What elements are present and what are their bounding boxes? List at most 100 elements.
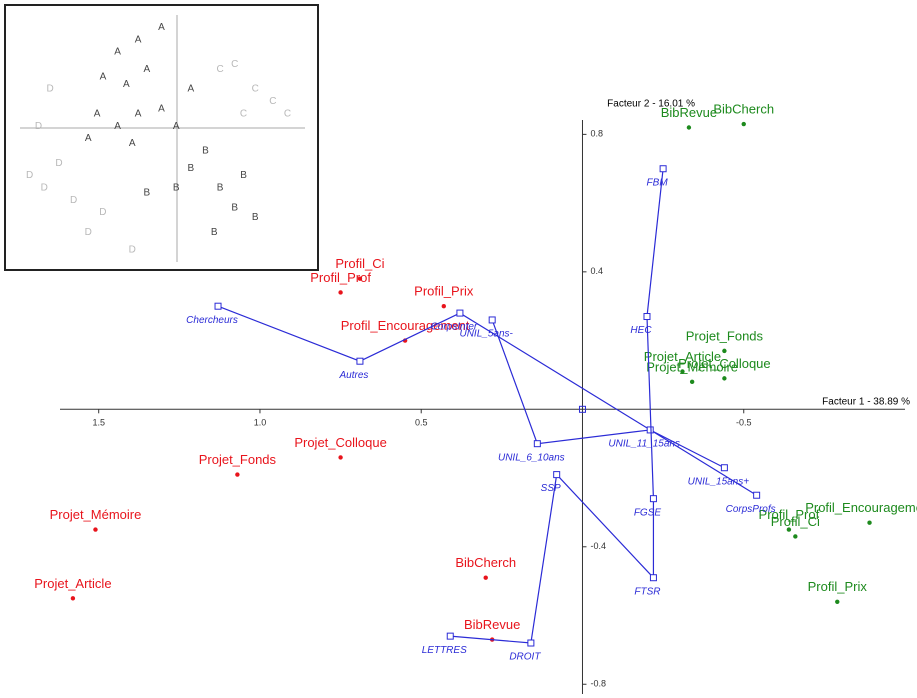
marker bbox=[786, 527, 792, 532]
marker bbox=[356, 357, 364, 365]
x-axis-label: Facteur 1 - 38.89 % bbox=[822, 397, 910, 408]
point-label: BibCherch bbox=[713, 101, 774, 116]
marker bbox=[338, 455, 343, 460]
inset-point: D bbox=[129, 244, 136, 255]
y-tick-label: 0.8 bbox=[590, 129, 603, 139]
marker bbox=[720, 464, 728, 472]
point-label: Projet_Article bbox=[34, 576, 111, 591]
inset-point: B bbox=[252, 212, 259, 223]
x-tick-label: 0.5 bbox=[415, 418, 428, 428]
point-label: Projet_Article bbox=[644, 349, 721, 364]
point-label: FGSE bbox=[634, 507, 662, 518]
marker bbox=[649, 495, 657, 503]
inset-point: D bbox=[47, 84, 54, 95]
marker bbox=[93, 527, 98, 532]
inset-point: B bbox=[173, 183, 180, 194]
point-label: SSP bbox=[541, 483, 561, 494]
inset-point: D bbox=[55, 158, 62, 169]
point-label: Profil_Prof bbox=[310, 270, 371, 285]
point-label: FTSR bbox=[634, 586, 660, 597]
inset-point: A bbox=[173, 121, 180, 132]
inset-point: A bbox=[94, 108, 101, 119]
marker bbox=[722, 376, 727, 381]
marker bbox=[741, 121, 746, 127]
x-tick-label: -0.5 bbox=[736, 418, 752, 428]
inset-point: B bbox=[240, 170, 247, 181]
inset-point: B bbox=[231, 202, 238, 213]
marker bbox=[446, 632, 454, 640]
inset-point: A bbox=[123, 79, 130, 90]
inset-point: A bbox=[135, 34, 142, 45]
point-label: Projet_Fonds bbox=[686, 328, 764, 343]
connector-line bbox=[450, 168, 664, 644]
inset-point: A bbox=[129, 138, 136, 149]
marker bbox=[643, 313, 651, 321]
point-label: UNIL_11_15ans bbox=[608, 439, 680, 450]
point-label: UNIL_5ans- bbox=[459, 329, 513, 340]
marker bbox=[235, 472, 240, 477]
point-label: Profil_Prof bbox=[759, 507, 820, 522]
point-label: CorpsProfs bbox=[726, 504, 776, 515]
inset-point: C bbox=[231, 59, 238, 70]
y-tick-label: 0.4 bbox=[590, 266, 603, 276]
marker bbox=[867, 520, 872, 525]
connector-line bbox=[217, 305, 757, 496]
marker bbox=[686, 125, 692, 130]
point-label: LETTRES bbox=[422, 645, 467, 656]
point-label: Profil_Prix bbox=[414, 284, 474, 299]
point-label: Profil_Encouragement bbox=[341, 318, 470, 333]
inset-point: A bbox=[114, 47, 121, 58]
marker bbox=[70, 596, 76, 601]
inset-point: A bbox=[114, 121, 121, 132]
marker bbox=[659, 165, 667, 173]
point-label: Projet_Colloque bbox=[294, 435, 387, 450]
point-label: Autres bbox=[338, 370, 368, 381]
marker bbox=[793, 534, 798, 539]
point-label: Profil_Ci bbox=[771, 514, 820, 529]
inset-point: A bbox=[85, 133, 92, 144]
inset-point: C bbox=[216, 64, 223, 75]
inset-point: B bbox=[211, 227, 218, 238]
point-label: Projet_Fonds bbox=[199, 452, 277, 467]
inset-point: B bbox=[187, 163, 194, 174]
point-label: Profil_Ci bbox=[335, 256, 384, 271]
inset-point: B bbox=[144, 187, 151, 198]
marker bbox=[646, 426, 654, 434]
origin bbox=[578, 405, 586, 413]
connector-line bbox=[491, 319, 725, 469]
inset-point: A bbox=[144, 64, 151, 75]
inset-point: D bbox=[85, 227, 92, 238]
point-label: UNIL_6_10ans bbox=[498, 452, 565, 463]
point-label: Chercheurs bbox=[186, 315, 238, 326]
inset-point: D bbox=[26, 170, 33, 181]
y-tick-label: -0.8 bbox=[590, 679, 606, 689]
marker bbox=[753, 491, 761, 499]
inset-point: B bbox=[217, 183, 224, 194]
y-tick-label: -0.4 bbox=[590, 541, 606, 551]
inset-point: A bbox=[100, 71, 107, 82]
point-label: Projet_Mémoire bbox=[50, 507, 142, 522]
point-label: Profil_Prix bbox=[808, 579, 868, 594]
inset-point: D bbox=[35, 121, 42, 132]
inset-point: C bbox=[269, 96, 276, 107]
marker bbox=[483, 575, 488, 580]
marker bbox=[533, 440, 541, 448]
inset-point: D bbox=[70, 195, 77, 206]
x-tick-label: 1.5 bbox=[92, 418, 105, 428]
inset-point: A bbox=[158, 22, 165, 33]
marker bbox=[214, 302, 222, 310]
inset-point: C bbox=[284, 108, 291, 119]
marker bbox=[456, 309, 464, 317]
y-axis-label: Facteur 2 - 16.01 % bbox=[607, 99, 695, 110]
inset-frame bbox=[4, 4, 319, 271]
inset-point: D bbox=[99, 207, 106, 218]
marker bbox=[722, 348, 727, 354]
marker bbox=[649, 574, 657, 582]
point-label: BibCherch bbox=[455, 555, 516, 570]
marker bbox=[689, 379, 695, 385]
point-label: Projet_Colloque bbox=[678, 356, 771, 371]
inset-point: C bbox=[240, 108, 247, 119]
inset-point: D bbox=[41, 183, 48, 194]
